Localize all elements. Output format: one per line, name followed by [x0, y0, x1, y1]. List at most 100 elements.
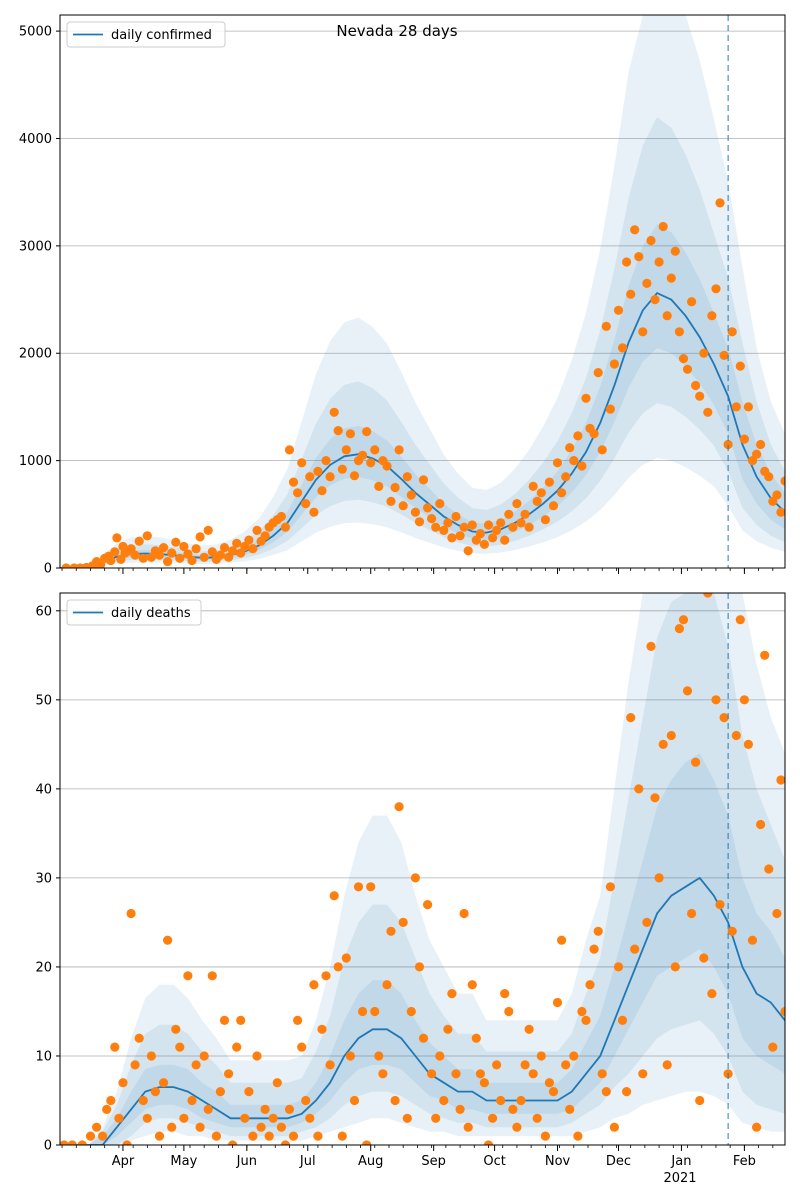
observed-point	[337, 464, 347, 474]
observed-point	[488, 1113, 498, 1123]
observed-point	[301, 499, 311, 509]
observed-point	[650, 793, 660, 803]
y-tick-label: 50	[35, 693, 52, 708]
observed-point	[682, 686, 693, 696]
observed-point	[695, 1095, 705, 1106]
observed-point	[496, 1095, 506, 1106]
observed-point	[386, 496, 396, 506]
observed-point	[512, 499, 522, 509]
observed-point	[544, 1078, 555, 1088]
observed-point	[638, 327, 648, 337]
observed-point	[345, 429, 355, 439]
observed-point	[589, 944, 599, 954]
observed-point	[516, 518, 526, 528]
observed-point	[358, 450, 368, 460]
observed-point	[276, 511, 286, 522]
observed-point	[215, 1087, 225, 1097]
observed-point	[179, 1113, 189, 1123]
observed-point	[154, 1131, 165, 1141]
observed-point	[589, 429, 599, 439]
observed-point	[280, 1140, 290, 1145]
observed-point	[341, 445, 351, 455]
observed-point	[390, 482, 400, 493]
observed-point	[711, 695, 721, 705]
observed-point	[398, 501, 408, 511]
observed-point	[211, 1131, 221, 1141]
observed-point	[654, 257, 664, 267]
observed-point	[349, 1095, 360, 1106]
observed-point	[252, 1051, 262, 1061]
x-tick-label: Jun	[236, 1154, 257, 1169]
observed-point	[284, 445, 295, 455]
observed-point	[171, 1024, 181, 1034]
observed-point	[85, 1131, 96, 1141]
observed-point	[626, 289, 636, 299]
observed-point	[138, 1095, 148, 1106]
observed-point	[418, 475, 429, 485]
observed-point	[191, 544, 201, 554]
observed-point	[406, 1006, 416, 1017]
observed-point	[772, 490, 782, 500]
observed-point	[613, 962, 624, 972]
observed-point	[524, 522, 534, 532]
observed-point	[747, 935, 758, 945]
observed-point	[634, 252, 644, 262]
observed-point	[573, 431, 583, 441]
observed-point	[646, 641, 656, 652]
observed-point	[244, 535, 254, 545]
observed-point	[423, 900, 433, 910]
observed-point	[479, 1078, 489, 1088]
observed-point	[329, 891, 339, 901]
observed-point	[232, 538, 242, 548]
observed-point	[447, 533, 457, 543]
observed-point	[382, 980, 392, 990]
legend: daily deaths	[66, 599, 202, 626]
observed-point	[500, 989, 510, 999]
observed-point	[540, 1131, 551, 1141]
observed-point	[207, 547, 217, 557]
observed-point	[248, 1131, 258, 1141]
observed-point	[195, 532, 205, 542]
observed-point	[61, 563, 71, 568]
observed-point	[159, 543, 169, 553]
observed-point	[264, 1131, 274, 1141]
observed-point	[199, 552, 209, 562]
observed-point	[130, 550, 140, 560]
axes-frame	[59, 14, 786, 569]
observed-point	[719, 350, 729, 360]
observed-point	[439, 1095, 449, 1106]
observed-point	[536, 488, 546, 498]
observed-point	[540, 515, 551, 525]
observed-point	[630, 944, 640, 954]
observed-point	[410, 873, 420, 883]
observed-point	[386, 926, 396, 936]
band-80	[60, 593, 785, 1145]
observed-point	[719, 713, 729, 723]
observed-point	[191, 1060, 201, 1070]
legend-box	[66, 21, 226, 48]
observed-point	[678, 354, 689, 364]
observed-point	[317, 1024, 327, 1034]
observed-point	[382, 461, 392, 471]
observed-point	[605, 882, 616, 892]
observed-point	[674, 327, 685, 337]
observed-point	[390, 1095, 400, 1106]
observed-point	[337, 1131, 347, 1141]
observed-point	[333, 426, 343, 436]
x-tick-label: Feb	[733, 1154, 756, 1169]
observed-point	[443, 518, 453, 528]
median-line	[60, 876, 785, 1145]
y-tick-label: 4000	[19, 132, 52, 147]
observed-point	[601, 1087, 611, 1097]
observed-point	[658, 221, 668, 232]
confirmed-panel: 0 1000 2000 3000 4000 5000 daily confirmed	[19, 14, 786, 577]
observed-point	[187, 555, 197, 566]
observed-point	[309, 507, 319, 517]
observed-point	[293, 488, 303, 498]
y-tick-label: 5000	[19, 25, 52, 40]
observed-point	[276, 1122, 286, 1132]
y-tick-label: 30	[35, 871, 52, 886]
observed-point	[752, 1122, 762, 1132]
observed-point	[126, 908, 136, 919]
observed-point	[662, 311, 672, 321]
